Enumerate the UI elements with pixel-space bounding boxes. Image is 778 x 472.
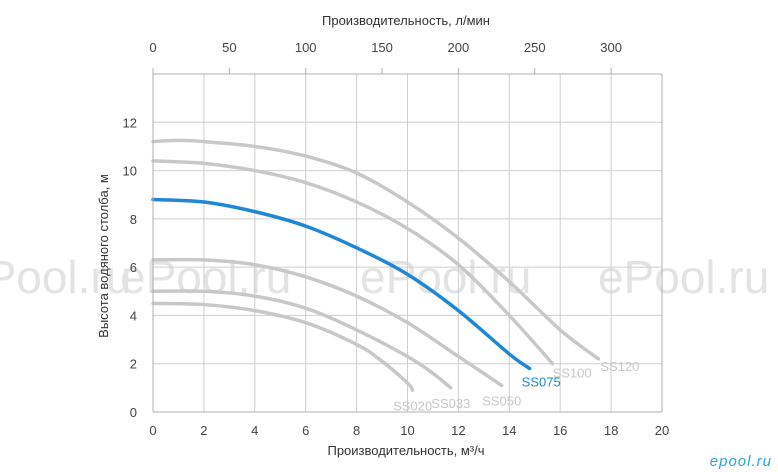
series-label-ss075: SS075 [522,375,561,390]
x2-tick-label: 0 [149,40,156,55]
x2-tick-label: 200 [448,40,470,55]
series-label-ss100: SS100 [553,366,592,381]
series-label-ss020: SS020 [393,398,432,413]
series-line-ss120 [151,138,601,361]
series-line-ss100 [151,159,555,366]
x-tick-label: 18 [604,423,618,438]
x-tick-label: 4 [251,423,258,438]
series-label-ss050: SS050 [482,393,521,408]
x-tick-label: 12 [451,423,465,438]
x2-axis-title: Производительность, л/мин [322,13,490,28]
y-tick-label: 6 [130,260,137,275]
x-tick-label: 20 [655,423,669,438]
x-axis-title: Производительность, м³/ч [327,443,484,458]
watermark-text: ePool.ru [598,251,769,303]
series-line-ss020 [151,301,415,393]
x2-tick-label: 150 [371,40,393,55]
y-axis-title: Высота водяного столба, м [96,174,111,338]
x-tick-label: 14 [502,423,516,438]
x2-tick-label: 250 [524,40,546,55]
x2-tick-label: 300 [600,40,622,55]
y-tick-label: 12 [123,115,137,130]
watermark-text: ePool.ru [0,251,131,303]
y-tick-label: 4 [130,308,137,323]
corner-watermark: epool.ru [709,453,772,470]
x2-tick-label: 50 [222,40,236,55]
y-tick-label: 2 [130,357,137,372]
x2-tick-label: 100 [295,40,317,55]
x-tick-label: 10 [400,423,414,438]
y-tick-label: 10 [123,164,137,179]
x-tick-label: 8 [353,423,360,438]
grid [153,74,662,412]
series-line-ss075 [151,197,532,371]
x-tick-label: 6 [302,423,309,438]
y-tick-label: 0 [130,405,137,420]
series-label-ss120: SS120 [600,359,639,374]
series-line-ss033 [151,289,453,390]
axes [152,73,663,413]
series-line-ss050 [151,257,504,388]
x-tick-label: 16 [553,423,567,438]
x-tick-label: 0 [149,423,156,438]
series-label-ss033: SS033 [431,396,470,411]
x-tick-label: 2 [200,423,207,438]
y-tick-label: 8 [130,212,137,227]
